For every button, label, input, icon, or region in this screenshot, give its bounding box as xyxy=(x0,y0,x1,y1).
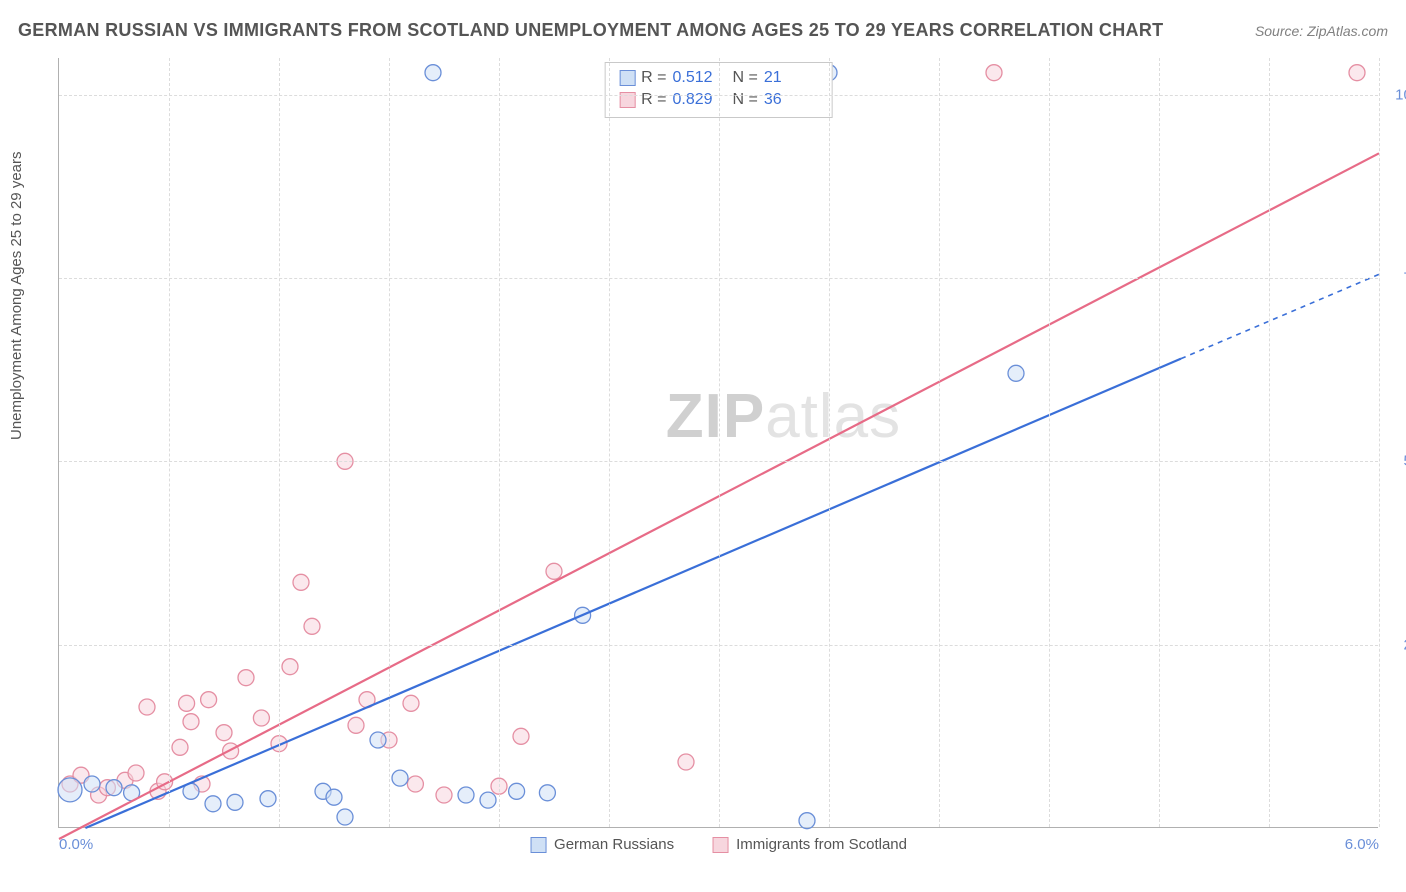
scatter-point-pink xyxy=(183,714,199,730)
gridline-v xyxy=(1269,58,1270,827)
scatter-point-pink xyxy=(403,695,419,711)
scatter-point-pink xyxy=(238,670,254,686)
gridline-v xyxy=(1379,58,1380,827)
y-tick-label: 75.0% xyxy=(1386,270,1406,287)
legend-swatch-pink-icon xyxy=(712,837,728,853)
scatter-point-blue xyxy=(205,796,221,812)
scatter-point-blue xyxy=(227,794,243,810)
scatter-point-blue xyxy=(425,65,441,81)
scatter-point-pink xyxy=(1349,65,1365,81)
scatter-point-pink xyxy=(179,695,195,711)
gridline-v xyxy=(829,58,830,827)
scatter-point-pink xyxy=(304,618,320,634)
legend-item-blue: German Russians xyxy=(530,836,674,853)
scatter-point-blue xyxy=(84,776,100,792)
chart-title: GERMAN RUSSIAN VS IMMIGRANTS FROM SCOTLA… xyxy=(18,20,1163,41)
scatter-point-blue xyxy=(106,780,122,796)
n-label: N = xyxy=(733,67,758,89)
scatter-point-blue xyxy=(799,813,815,829)
gridline-v xyxy=(1159,58,1160,827)
trendline-blue-dashed xyxy=(1181,274,1379,358)
scatter-point-pink xyxy=(546,563,562,579)
scatter-point-pink xyxy=(407,776,423,792)
scatter-point-blue xyxy=(337,809,353,825)
scatter-point-blue xyxy=(1008,365,1024,381)
gridline-v xyxy=(389,58,390,827)
scatter-point-pink xyxy=(348,717,364,733)
gridline-v xyxy=(939,58,940,827)
scatter-point-blue xyxy=(260,791,276,807)
scatter-point-blue xyxy=(539,785,555,801)
r-label-2: R = xyxy=(641,89,666,111)
n-label-2: N = xyxy=(733,89,758,111)
scatter-point-pink xyxy=(293,574,309,590)
gridline-v xyxy=(279,58,280,827)
legend-swatch-blue-icon xyxy=(530,837,546,853)
gridline-v xyxy=(719,58,720,827)
gridline-v xyxy=(1049,58,1050,827)
scatter-point-blue xyxy=(509,783,525,799)
scatter-point-blue xyxy=(326,789,342,805)
scatter-point-pink xyxy=(139,699,155,715)
scatter-point-pink xyxy=(201,692,217,708)
y-tick-label: 50.0% xyxy=(1386,453,1406,470)
scatter-point-pink xyxy=(216,725,232,741)
scatter-point-pink xyxy=(678,754,694,770)
scatter-point-pink xyxy=(282,659,298,675)
source-text: Source: ZipAtlas.com xyxy=(1255,23,1388,39)
trendline-blue xyxy=(85,359,1181,828)
y-tick-label: 100.0% xyxy=(1386,86,1406,103)
scatter-point-blue xyxy=(458,787,474,803)
r-label: R = xyxy=(641,67,666,89)
plot-area: ZIPatlas R = 0.512 N = 21 R = 0.829 N = … xyxy=(58,58,1378,828)
scatter-point-pink xyxy=(253,710,269,726)
legend-label-pink: Immigrants from Scotland xyxy=(736,836,907,853)
n-value-blue: 21 xyxy=(764,67,818,89)
scatter-point-blue xyxy=(370,732,386,748)
title-bar: GERMAN RUSSIAN VS IMMIGRANTS FROM SCOTLA… xyxy=(18,20,1388,41)
x-tick-label: 0.0% xyxy=(59,836,93,853)
scatter-point-blue xyxy=(480,792,496,808)
scatter-point-blue xyxy=(392,770,408,786)
scatter-point-pink xyxy=(128,765,144,781)
scatter-point-pink xyxy=(172,739,188,755)
scatter-point-pink xyxy=(513,728,529,744)
gridline-v xyxy=(169,58,170,827)
scatter-point-blue xyxy=(58,778,82,802)
legend-label-blue: German Russians xyxy=(554,836,674,853)
y-tick-label: 25.0% xyxy=(1386,636,1406,653)
scatter-point-pink xyxy=(436,787,452,803)
legend-item-pink: Immigrants from Scotland xyxy=(712,836,907,853)
x-tick-label: 6.0% xyxy=(1345,836,1379,853)
y-axis-label: Unemployment Among Ages 25 to 29 years xyxy=(8,151,25,440)
legend: German Russians Immigrants from Scotland xyxy=(530,836,907,853)
gridline-v xyxy=(499,58,500,827)
n-value-pink: 36 xyxy=(764,89,818,111)
gridline-v xyxy=(609,58,610,827)
swatch-blue-icon xyxy=(619,70,635,86)
scatter-point-pink xyxy=(986,65,1002,81)
